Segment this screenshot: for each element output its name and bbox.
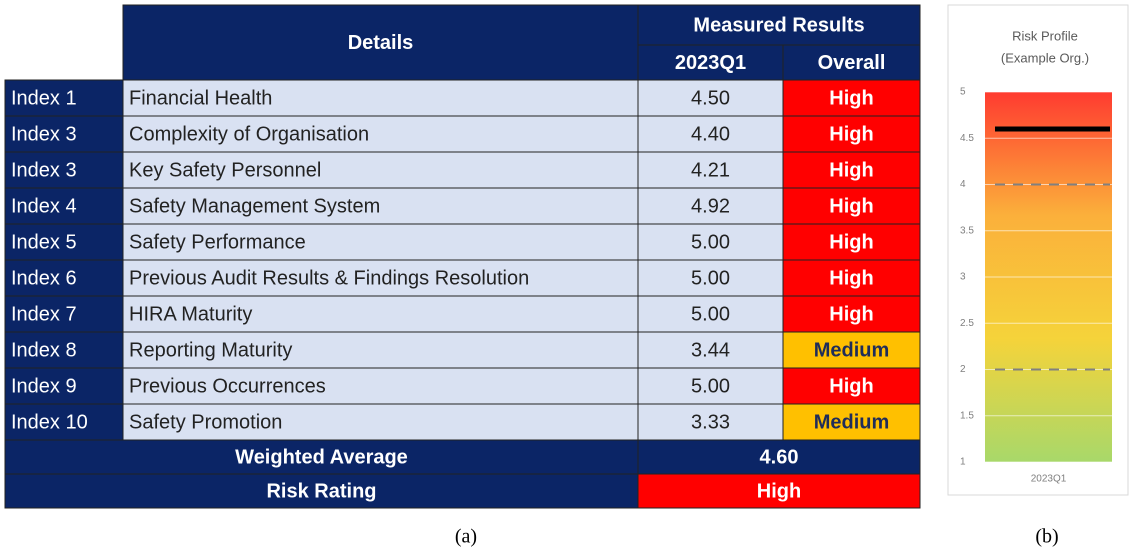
value: 4.50	[691, 87, 730, 109]
period-header: 2023Q1	[675, 52, 746, 74]
value-cell	[637, 259, 784, 297]
rating-cell	[782, 331, 921, 369]
value: 4.92	[691, 195, 730, 217]
value: 5.00	[691, 375, 730, 397]
index: Index 10	[11, 411, 88, 433]
rating: High	[829, 123, 873, 145]
index: Index 3	[11, 159, 77, 181]
detail: Complexity of Organisation	[129, 123, 369, 145]
value: 4.21	[691, 159, 730, 181]
index: Index 3	[11, 123, 77, 145]
value: 5.00	[691, 231, 730, 253]
rating: Medium	[814, 411, 890, 433]
index: Index 5	[11, 231, 77, 253]
rating-cell	[782, 403, 921, 441]
measured-header: Measured Results	[693, 14, 864, 36]
index: Index 4	[11, 195, 77, 217]
summary-value-cell	[637, 473, 921, 509]
summary-value: 4.60	[760, 446, 799, 468]
overall-header: Overall	[818, 52, 886, 74]
value: 3.44	[691, 339, 730, 361]
rating: High	[829, 159, 873, 181]
value-cell	[637, 223, 784, 261]
rating: High	[829, 375, 873, 397]
rating: Medium	[814, 339, 890, 361]
detail: Financial Health	[129, 87, 272, 109]
index-cell	[4, 259, 124, 297]
period-header-cell	[637, 44, 784, 81]
summary-label: Weighted Average	[235, 446, 408, 468]
rating-cell	[782, 151, 921, 189]
rating: High	[829, 195, 873, 217]
measured-header-cell	[637, 4, 921, 46]
y-tick-label: 2	[960, 364, 966, 375]
rating-cell	[782, 115, 921, 153]
y-tick-label: 4.5	[960, 133, 974, 144]
y-tick-label: 3	[960, 272, 966, 283]
caption: (b)	[1035, 526, 1058, 548]
summary-label-cell	[4, 473, 639, 509]
summary-label-cell	[4, 439, 639, 475]
rating: High	[829, 231, 873, 253]
value: 3.33	[691, 411, 730, 433]
chart-title: (Example Org.)	[1001, 50, 1089, 65]
detail: Reporting Maturity	[129, 339, 292, 361]
summary-value: High	[757, 480, 801, 502]
detail-cell	[122, 187, 639, 225]
index-cell	[4, 187, 124, 225]
detail-cell	[122, 403, 639, 441]
y-tick-label: 3.5	[960, 225, 974, 236]
rating: High	[829, 303, 873, 325]
detail-cell	[122, 223, 639, 261]
detail: HIRA Maturity	[129, 303, 252, 325]
rating-cell	[782, 367, 921, 405]
detail: Safety Performance	[129, 231, 306, 253]
y-tick-label: 5	[960, 87, 966, 98]
index: Index 8	[11, 339, 77, 361]
detail: Safety Promotion	[129, 411, 282, 433]
detail-cell	[122, 115, 639, 153]
y-tick-label: 2.5	[960, 318, 974, 329]
value-cell	[637, 367, 784, 405]
value: 5.00	[691, 303, 730, 325]
index-cell	[4, 367, 124, 405]
value-cell	[637, 403, 784, 441]
details-header-cell	[122, 4, 639, 81]
rating-cell	[782, 79, 921, 117]
index-cell	[4, 295, 124, 333]
rating: High	[829, 87, 873, 109]
detail: Previous Audit Results & Findings Resolu…	[129, 267, 529, 289]
index: Index 1	[11, 87, 77, 109]
rating-cell	[782, 187, 921, 225]
index: Index 6	[11, 267, 77, 289]
caption: (a)	[455, 526, 477, 548]
details-header: Details	[348, 32, 414, 54]
value: 5.00	[691, 267, 730, 289]
value-cell	[637, 187, 784, 225]
detail-cell	[122, 151, 639, 189]
detail-cell	[122, 79, 639, 117]
x-tick-label: 2023Q1	[1031, 474, 1067, 485]
rating: High	[829, 267, 873, 289]
summary-label: Risk Rating	[266, 480, 376, 502]
index-cell	[4, 223, 124, 261]
detail: Previous Occurrences	[129, 375, 326, 397]
chart-title: Risk Profile	[1012, 28, 1078, 43]
y-tick-label: 1.5	[960, 410, 974, 421]
rating-cell	[782, 223, 921, 261]
value-cell	[637, 295, 784, 333]
rating-cell	[782, 259, 921, 297]
detail: Key Safety Personnel	[129, 159, 321, 181]
index: Index 9	[11, 375, 77, 397]
y-tick-label: 1	[960, 457, 966, 468]
detail-cell	[122, 367, 639, 405]
y-tick-label: 4	[960, 179, 966, 190]
detail: Safety Management System	[129, 195, 380, 217]
overall-header-cell	[782, 44, 921, 81]
value: 4.40	[691, 123, 730, 145]
summary-value-cell	[637, 439, 921, 475]
index: Index 7	[11, 303, 77, 325]
